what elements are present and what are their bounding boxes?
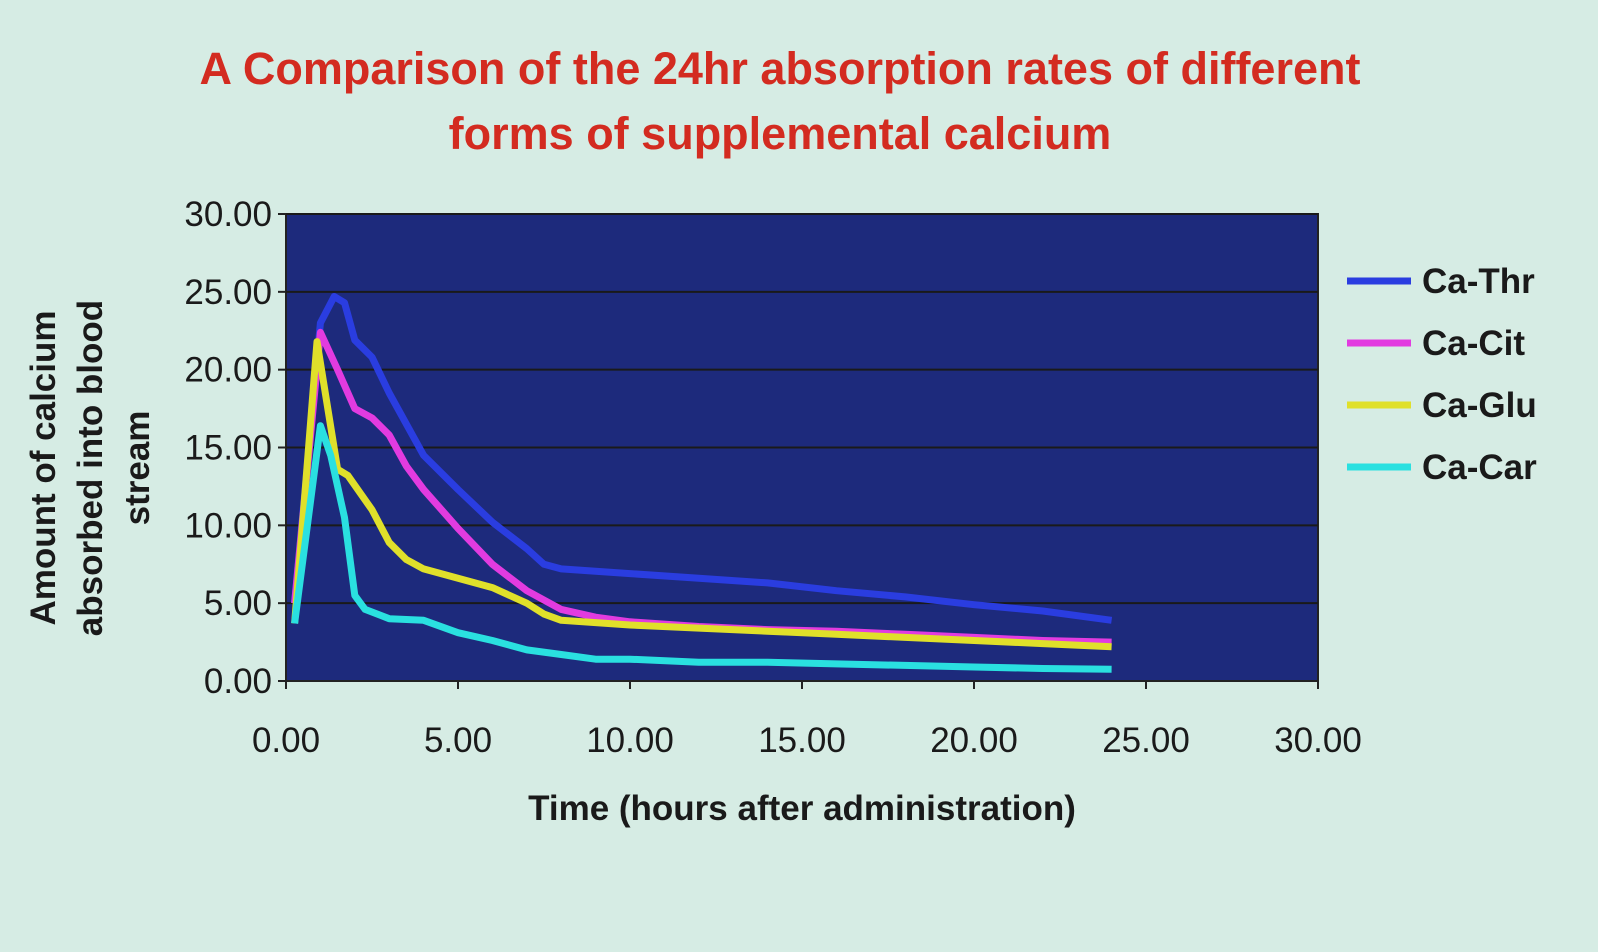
y-axis-title: Amount of calcium absorbed into blood st… [24, 300, 157, 636]
series-line-ca-car [291, 422, 1112, 673]
chart-title-line-1: A Comparison of the 24hr absorption rate… [200, 43, 1361, 94]
chart-title-line-2: forms of supplemental calcium [449, 108, 1112, 159]
y-tick-label: 20.00 [184, 351, 272, 390]
y-tick-label: 10.00 [184, 506, 272, 545]
y-tick-label: 0.00 [204, 662, 272, 701]
x-tick-label: 30.00 [1274, 721, 1362, 760]
y-axis-title-line-3: stream [118, 411, 157, 526]
x-tick-label: 5.00 [424, 721, 492, 760]
x-axis-title: Time (hours after administration) [528, 789, 1076, 828]
legend-label: Ca-Glu [1422, 386, 1537, 425]
y-axis-title-line-2: absorbed into blood [71, 300, 110, 636]
legend-label: Ca-Thr [1422, 262, 1535, 301]
series-line-ca-thr [291, 293, 1113, 624]
legend-label: Ca-Cit [1422, 324, 1525, 363]
legend-label: Ca-Car [1422, 448, 1537, 487]
legend: Ca-Thr Ca-Cit Ca-Glu Ca-Car [1347, 262, 1537, 487]
x-tick-label: 10.00 [586, 721, 674, 760]
y-tick-label: 25.00 [184, 273, 272, 312]
y-tick-label: 30.00 [184, 195, 272, 234]
y-tick-label: 15.00 [184, 429, 272, 468]
y-tick-label: 5.00 [204, 584, 272, 623]
x-tick-label: 25.00 [1102, 721, 1190, 760]
y-axis-title-line-1: Amount of calcium [24, 310, 63, 625]
x-tick-label: 15.00 [758, 721, 846, 760]
x-tick-label: 0.00 [252, 721, 320, 760]
x-tick-label: 20.00 [930, 721, 1018, 760]
series-line-ca-glu [291, 338, 1112, 651]
